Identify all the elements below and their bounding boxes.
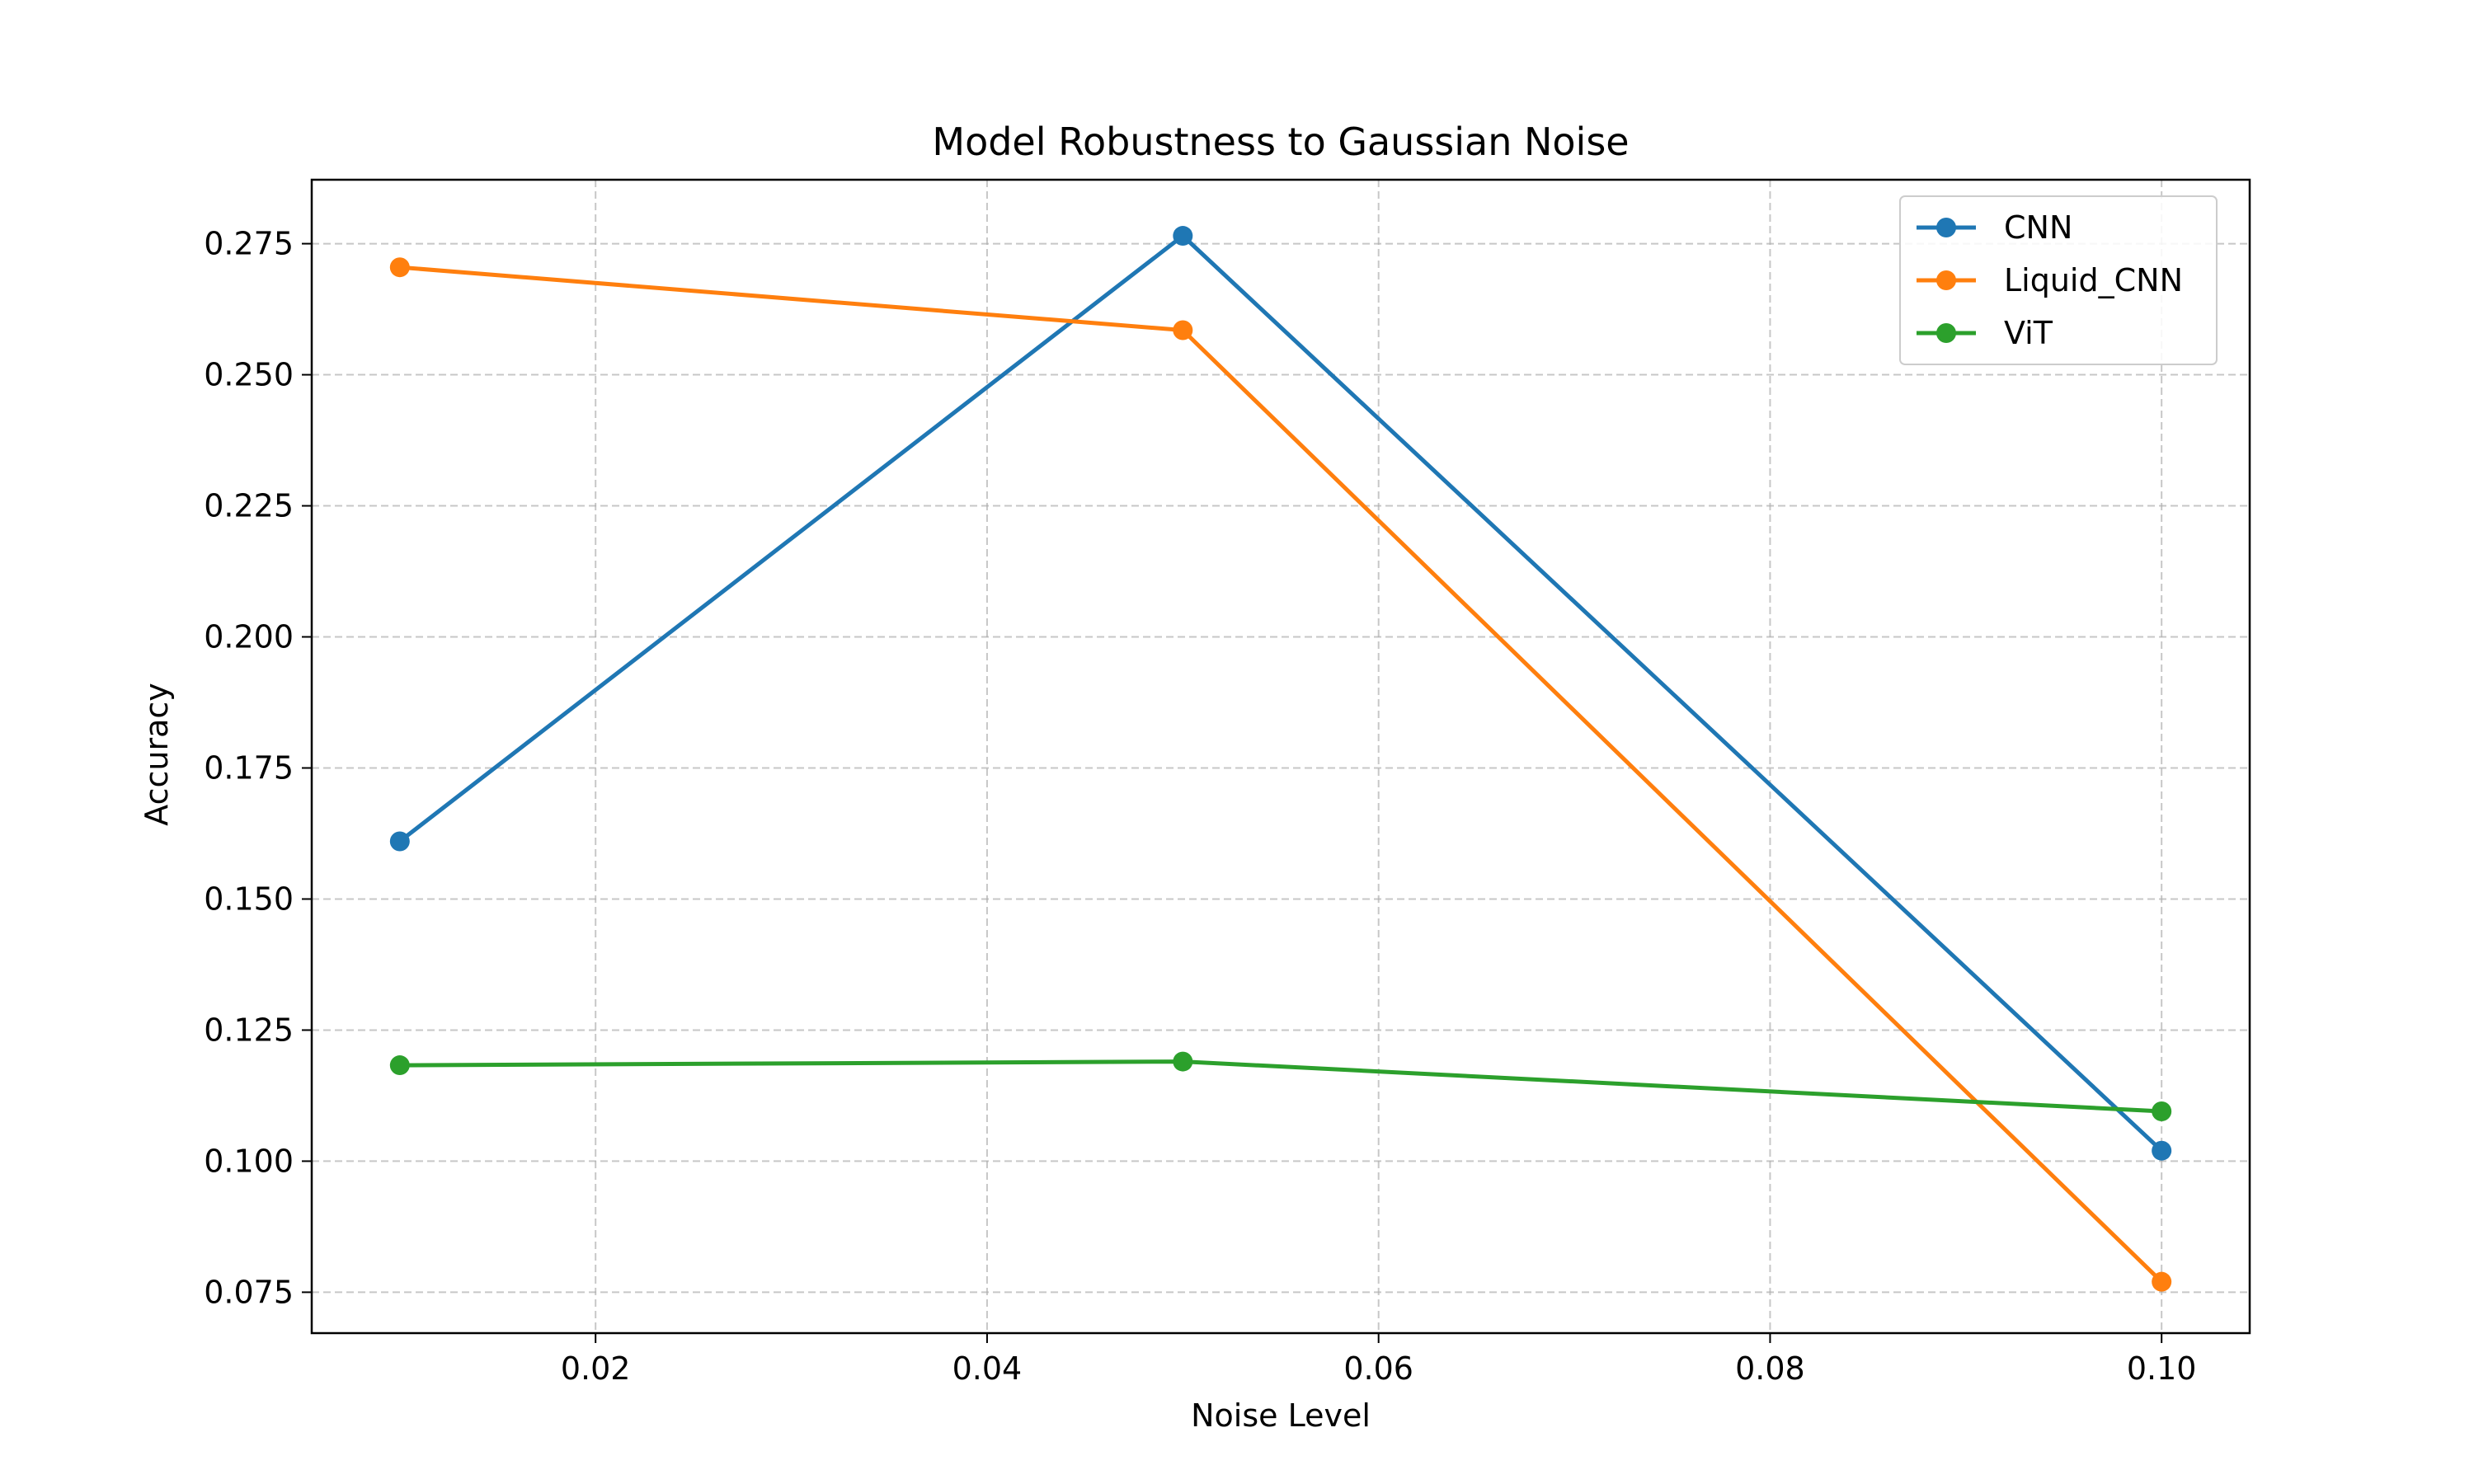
axis-ticks: 0.02 0.04 0.06 0.08 0.10 0.075 0.100 0.125 0.150…: [204, 226, 2196, 1387]
y-tick-label: 0.150: [204, 881, 294, 917]
x-tick-label: 0.06: [1343, 1350, 1413, 1387]
data-point: [389, 831, 410, 852]
data-point: [1173, 1051, 1193, 1072]
legend-label: CNN: [2004, 209, 2072, 246]
legend-label: ViT: [2004, 315, 2053, 351]
legend-marker: [1936, 270, 1956, 290]
chart-title: Model Robustness to Gaussian Noise: [932, 120, 1629, 164]
legend-marker: [1936, 323, 1956, 343]
data-point: [1173, 226, 1193, 247]
legend-item: CNN: [1917, 209, 2072, 246]
x-tick-label: 0.10: [2127, 1350, 2197, 1387]
data-point: [389, 1055, 410, 1076]
series-liquid-cnn: [389, 257, 2172, 1292]
y-axis-label: Accuracy: [139, 683, 175, 826]
series-cnn: [389, 226, 2172, 1161]
plot-area-frame: [310, 178, 2251, 1335]
legend-label: Liquid_CNN: [2004, 262, 2183, 298]
legend-marker: [1936, 218, 1956, 237]
legend-item: ViT: [1917, 315, 2053, 351]
legend-box: [1899, 195, 2218, 365]
data-point: [2152, 1140, 2172, 1161]
x-tick-label: 0.02: [561, 1350, 631, 1387]
legend-item: Liquid_CNN: [1917, 262, 2183, 298]
data-point: [1173, 320, 1193, 340]
data-point: [389, 257, 410, 278]
series-vit: [389, 1051, 2172, 1122]
data-point: [2152, 1271, 2172, 1292]
y-tick-label: 0.175: [204, 749, 294, 786]
y-tick-label: 0.250: [204, 357, 294, 393]
y-tick-label: 0.200: [204, 619, 294, 655]
y-tick-label: 0.275: [204, 226, 294, 262]
y-tick-label: 0.075: [204, 1274, 294, 1310]
data-point: [2152, 1101, 2172, 1122]
x-axis-label: Noise Level: [1191, 1397, 1371, 1434]
series-layer: [389, 226, 2172, 1292]
legend: CNN Liquid_CNN ViT: [1899, 195, 2218, 365]
y-tick-label: 0.100: [204, 1143, 294, 1179]
y-tick-label: 0.125: [204, 1012, 294, 1048]
x-tick-label: 0.04: [952, 1350, 1023, 1387]
y-tick-label: 0.225: [204, 488, 294, 524]
x-tick-label: 0.08: [1735, 1350, 1805, 1387]
